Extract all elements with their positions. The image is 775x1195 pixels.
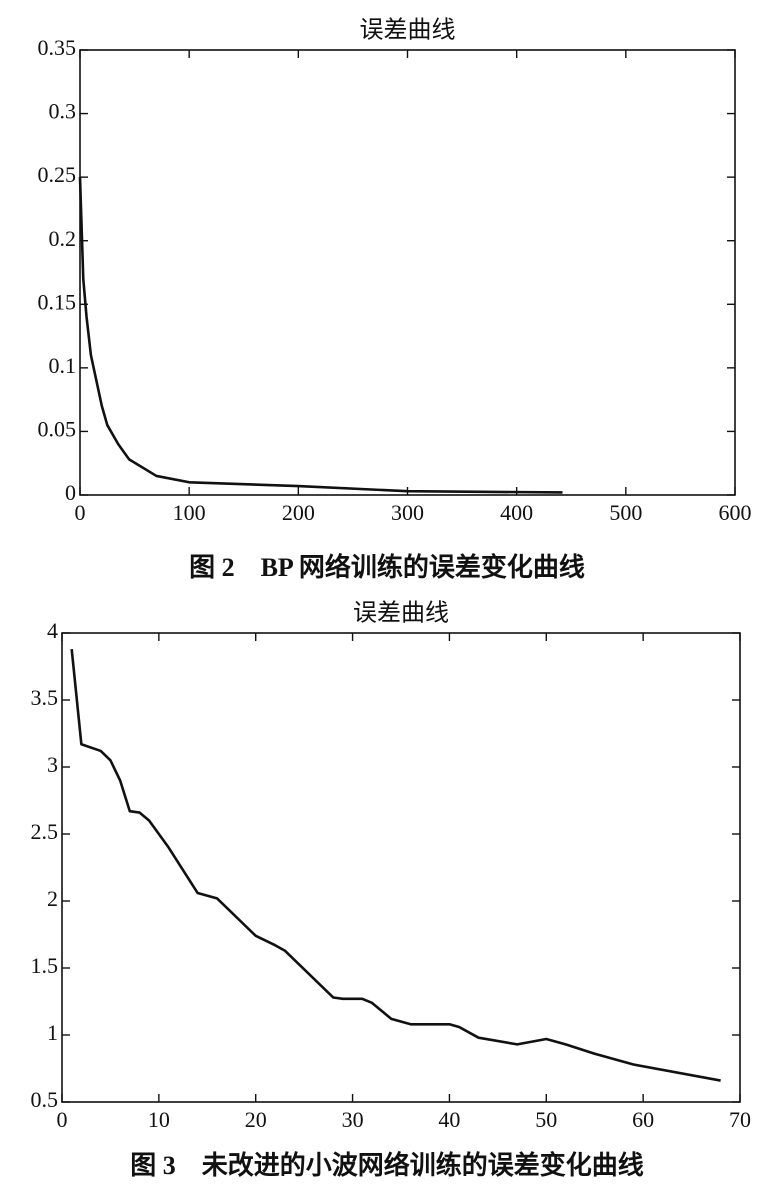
y-tick-label: 0.35 [38, 35, 77, 60]
error-curve [78, 177, 563, 494]
y-tick-label: 3 [47, 752, 58, 777]
y-tick-label: 0.2 [49, 226, 77, 251]
x-tick-label: 500 [609, 500, 642, 525]
plot-frame [61, 632, 741, 1103]
y-tick-label: 0.05 [38, 416, 77, 441]
x-tick-label: 60 [632, 1107, 654, 1132]
x-tick-label: 70 [729, 1107, 751, 1132]
y-tick-label: 0.1 [49, 353, 77, 378]
y-tick-label: 1.5 [31, 953, 59, 978]
y-tick-label: 4 [47, 618, 58, 643]
x-tick-label: 200 [282, 500, 315, 525]
x-tick-label: 100 [173, 500, 206, 525]
x-tick-label: 20 [245, 1107, 267, 1132]
x-tick-label: 40 [438, 1107, 460, 1132]
x-tick-label: 10 [148, 1107, 170, 1132]
y-tick-label: 1 [47, 1020, 58, 1045]
error-curve [70, 648, 721, 1082]
y-tick-label: 2.5 [31, 819, 59, 844]
y-tick-label: 0.3 [49, 99, 77, 124]
x-tick-label: 600 [719, 500, 752, 525]
y-tick-label: 0.5 [31, 1087, 59, 1112]
y-tick-label: 0.15 [38, 289, 77, 314]
x-tick-label: 300 [391, 500, 424, 525]
chart-title: 误差曲线 [360, 17, 456, 44]
y-tick-label: 0.25 [38, 162, 77, 187]
x-tick-label: 0 [57, 1107, 68, 1132]
x-tick-label: 0 [75, 500, 86, 525]
y-tick-label: 2 [47, 886, 58, 911]
x-tick-label: 400 [500, 500, 533, 525]
chart-title: 误差曲线 [353, 600, 449, 627]
x-tick-label: 50 [535, 1107, 557, 1132]
figure-caption: 图 3 未改进的小波网络训练的误差变化曲线 [130, 1150, 644, 1180]
figure-caption: 图 2 BP 网络训练的误差变化曲线 [189, 552, 585, 582]
y-tick-label: 0 [65, 480, 76, 505]
x-tick-label: 30 [342, 1107, 364, 1132]
y-tick-label: 3.5 [31, 685, 59, 710]
plot-frame [79, 49, 736, 496]
